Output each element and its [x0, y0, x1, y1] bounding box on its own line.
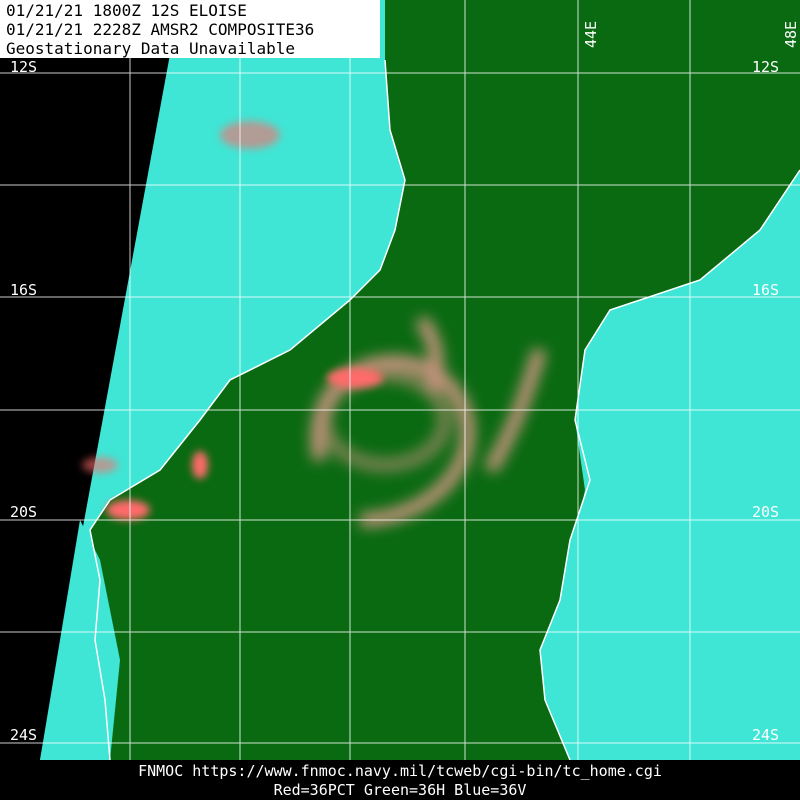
lat-label: 24S — [752, 726, 779, 744]
coast-swath — [0, 520, 120, 760]
madagascar — [550, 170, 800, 760]
storm-bands — [310, 315, 547, 527]
coastline — [89, 59, 800, 761]
lat-label: 12S — [10, 58, 37, 76]
lat-label: 20S — [10, 503, 37, 521]
lon-label: 48E — [782, 21, 800, 48]
header-line: 01/21/21 1800Z 12S ELOISE — [6, 1, 247, 20]
header-line: Geostationary Data Unavailable — [6, 39, 295, 58]
convection — [82, 121, 383, 520]
footer-band — [0, 760, 800, 800]
lon-label: 44E — [582, 21, 600, 48]
header-box — [0, 0, 380, 58]
lat-label: 12S — [752, 58, 779, 76]
header-line: 01/21/21 2228Z AMSR2 COMPOSITE36 — [6, 20, 314, 39]
footer-source: FNMOC https://www.fnmoc.navy.mil/tcweb/c… — [138, 762, 662, 780]
grid — [0, 0, 800, 760]
lat-label: 24S — [10, 726, 37, 744]
lat-label: 16S — [752, 281, 779, 299]
lat-label: 16S — [10, 281, 37, 299]
footer-channels: Red=36PCT Green=36H Blue=36V — [274, 781, 527, 799]
lat-label: 20S — [752, 503, 779, 521]
